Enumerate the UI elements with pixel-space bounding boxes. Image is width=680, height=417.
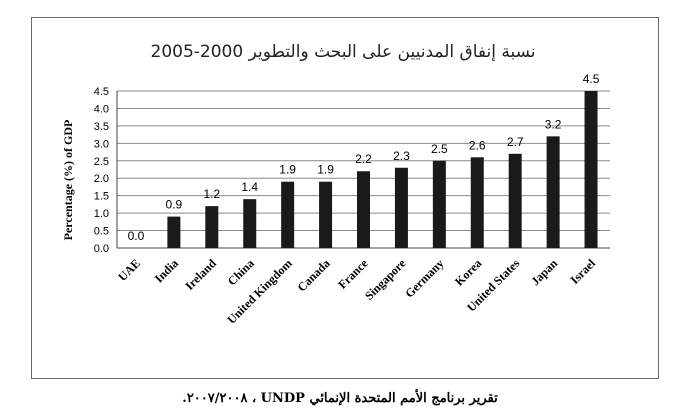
data-label: 1.9	[317, 163, 334, 177]
y-tick-label: 1.0	[94, 208, 109, 220]
bar-germany	[432, 160, 446, 248]
y-tick-label: 2.5	[94, 156, 109, 168]
bar-ireland	[205, 206, 219, 248]
data-label: 4.5	[583, 72, 600, 86]
bar-france	[357, 171, 370, 248]
y-tick-label: 0.0	[94, 243, 109, 255]
data-label: 2.3	[393, 149, 410, 163]
bar-united-states	[508, 153, 522, 248]
data-label: 1.9	[279, 163, 296, 177]
x-tick-label: India	[152, 256, 181, 285]
y-tick-label: 4.0	[94, 103, 109, 115]
chart-title: نسبة إنفاق المدنيين على البحث والتطوير 2…	[151, 42, 536, 62]
bar-china	[243, 199, 257, 248]
bar-united-kingdom	[281, 181, 295, 248]
bar-singapore	[394, 167, 408, 248]
x-tick-label: Korea	[452, 256, 484, 288]
data-label: 2.6	[469, 138, 486, 152]
x-tick-label: Ireland	[182, 256, 219, 293]
x-tick-label: France	[335, 256, 371, 292]
data-label: 1.2	[203, 187, 220, 201]
y-tick-label: 3.5	[94, 121, 109, 133]
bar-japan	[546, 136, 560, 248]
y-tick-label: 2.0	[94, 173, 109, 185]
x-tick-label: Germany	[402, 256, 446, 300]
x-tick-label: Israel	[568, 256, 599, 287]
bar-india	[167, 216, 181, 248]
data-label: 0.9	[166, 198, 183, 212]
y-tick-label: 0.5	[94, 226, 109, 238]
data-label: 0.0	[128, 229, 145, 243]
x-tick-label: Singapore	[362, 256, 409, 303]
source-caption: تقرير برنامج الأمم المتحدة الإنمائي UNDP…	[182, 391, 498, 406]
data-label: 1.4	[241, 180, 258, 194]
x-tick-label: Japan	[528, 256, 560, 288]
data-label: 2.2	[355, 152, 372, 166]
x-tick-label: Canada	[295, 256, 333, 294]
y-tick-label: 4.5	[94, 86, 109, 98]
y-tick-label: 3.0	[94, 138, 109, 150]
bar-korea	[470, 157, 484, 248]
y-axis-label: Percentage (%) of GDP	[61, 120, 75, 241]
data-label: 3.2	[545, 117, 562, 131]
x-tick-label: United Kingdom	[224, 256, 294, 326]
data-label: 2.5	[431, 142, 448, 156]
x-tick-label: China	[225, 256, 257, 288]
data-label: 2.7	[507, 135, 524, 149]
x-tick-label: UAE	[115, 256, 143, 284]
bar-canada	[319, 181, 333, 248]
bar-israel	[584, 91, 598, 248]
y-tick-label: 1.5	[94, 191, 109, 203]
